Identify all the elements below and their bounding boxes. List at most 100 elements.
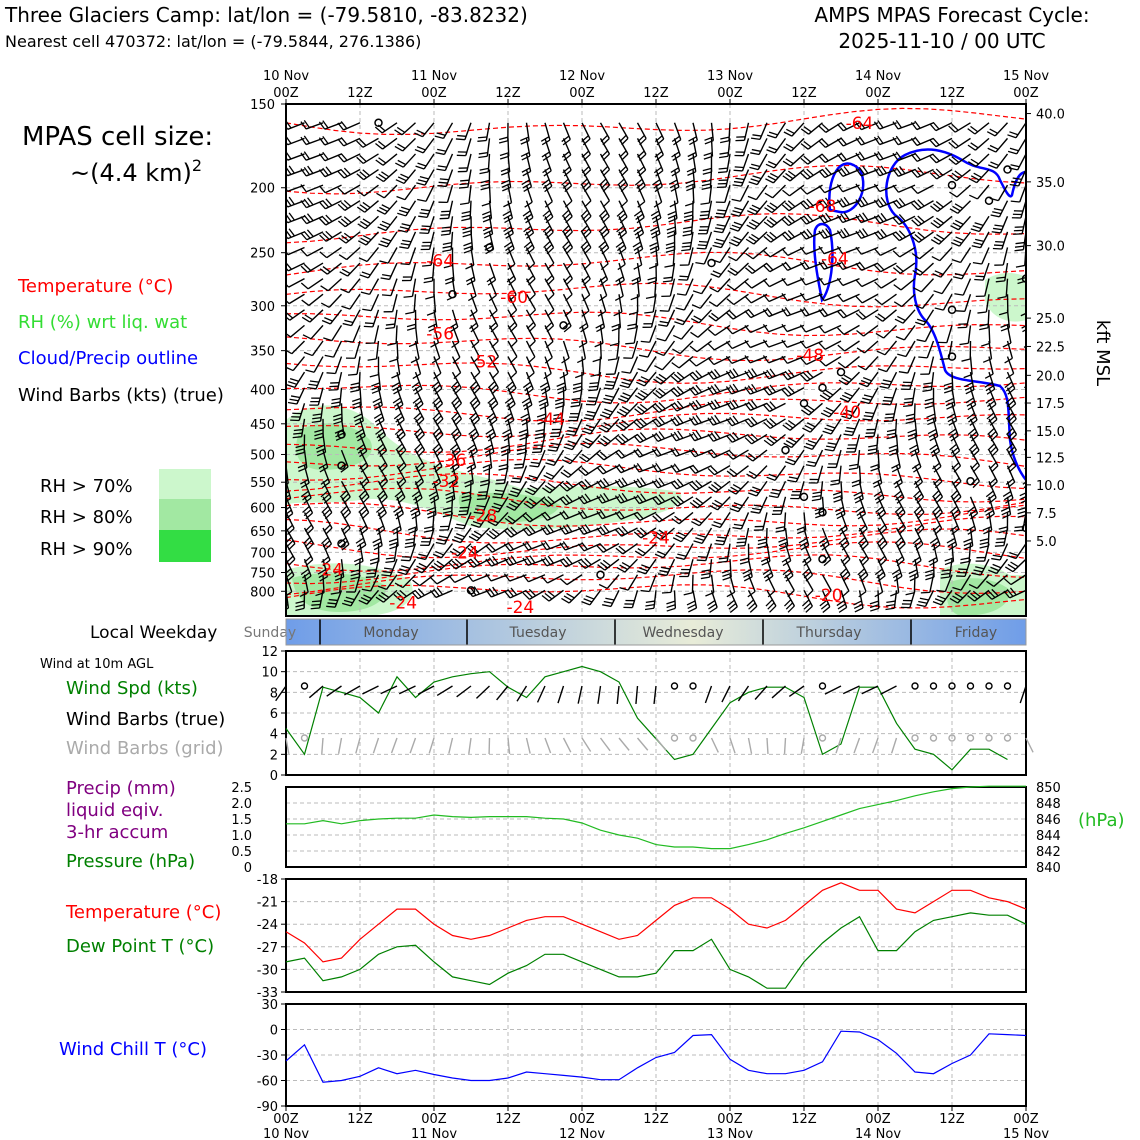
wind-barb-shaft xyxy=(286,200,287,202)
wind-barb-feather xyxy=(485,589,492,598)
wind-barb-feather xyxy=(914,168,922,177)
wind-barb-feather xyxy=(542,487,551,494)
wind-barb-shaft xyxy=(362,153,379,165)
wind-barb-feather xyxy=(895,120,903,129)
wind-barb-feather xyxy=(614,451,622,459)
wind-barb-feather xyxy=(337,203,346,211)
wind-barb-feather xyxy=(314,436,324,440)
wind-barb-feather xyxy=(787,215,796,223)
wind-barb-feather xyxy=(747,492,757,497)
wind-barb-shaft xyxy=(755,184,768,201)
wind-barb-feather xyxy=(303,230,311,239)
wind-barb-feather xyxy=(636,433,644,442)
wind-barb-feather xyxy=(295,448,305,452)
wind-barb-feather xyxy=(820,603,829,610)
wind-barb-feather xyxy=(316,448,326,453)
wind-barb-feather xyxy=(652,179,661,186)
wind-barb-feather xyxy=(784,261,792,270)
wind-barb-feather xyxy=(953,239,962,244)
wind-barb-feather xyxy=(639,527,648,535)
wind-barb-grid xyxy=(853,737,861,754)
wind-barb-feather xyxy=(654,185,663,193)
wind-barb-feather xyxy=(633,479,640,488)
wind-barb-feather xyxy=(417,179,427,183)
wind-barb-feather xyxy=(717,209,727,212)
pressure-tick-label: 750 xyxy=(250,566,275,581)
wind-barb-shaft xyxy=(581,293,590,312)
wind-barb-feather xyxy=(641,564,651,569)
wind-barb-feather xyxy=(448,562,457,570)
wind-barb-shaft xyxy=(405,200,417,217)
wind-barb-feather xyxy=(466,280,476,286)
wind-barb-feather xyxy=(487,396,495,404)
wind-barb-feather xyxy=(578,561,586,569)
wind-barb-feather xyxy=(858,382,868,388)
wind-barb-feather xyxy=(381,294,392,297)
wind-barb-feather xyxy=(264,200,269,207)
wind-barb-feather xyxy=(762,294,770,302)
wind-barb-feather xyxy=(785,440,795,446)
wind-barb-feather xyxy=(394,490,403,498)
wind-barb-feather xyxy=(320,302,330,308)
wind-barb-feather xyxy=(319,251,328,259)
wind-barb-feather xyxy=(562,240,570,249)
wind-barb-shaft xyxy=(286,543,296,560)
wind-barb-feather xyxy=(478,152,488,155)
wind-barb-feather xyxy=(321,319,331,325)
wind-barb-feather xyxy=(752,486,761,491)
wind-barb-feather xyxy=(483,444,493,450)
wind-barb-true xyxy=(771,685,786,699)
wind-barb-feather xyxy=(733,180,743,184)
wind-barb-grid xyxy=(507,737,511,754)
wind-barb-feather xyxy=(725,355,733,364)
wind-barb-shaft xyxy=(905,340,916,357)
wind-barb-feather xyxy=(520,151,530,158)
wind-barb-feather xyxy=(695,430,702,439)
wind-barb-shaft xyxy=(609,387,620,404)
bottom-time-label: 00Z xyxy=(865,1112,891,1127)
wind-barb-shaft xyxy=(581,247,592,264)
wind-barb-feather xyxy=(965,389,975,395)
rh-swatch-70 xyxy=(159,469,211,499)
wind-barb-feather xyxy=(505,381,514,389)
wind-barb-grid xyxy=(525,737,531,754)
wind-barb-feather xyxy=(1013,529,1024,532)
wind-barb-feather xyxy=(718,171,728,174)
wind-barb-shaft xyxy=(724,184,731,203)
wind-barb-feather xyxy=(462,233,472,238)
wind-barb-shaft xyxy=(995,137,1009,153)
wind-barb-feather xyxy=(744,310,752,319)
wind-barb-feather xyxy=(357,223,366,230)
wind-barb-feather xyxy=(952,450,960,458)
wind-barb-feather xyxy=(504,530,512,538)
calm-barb-true xyxy=(689,682,697,690)
wind-barb-feather xyxy=(763,264,771,273)
wind-barb-feather xyxy=(561,209,570,217)
wind-barb-feather xyxy=(744,281,753,289)
wind-barb-feather xyxy=(836,310,844,319)
wind-barb-shaft xyxy=(317,387,324,406)
wind-barb-feather xyxy=(319,268,328,275)
wind-barb-shaft xyxy=(636,278,640,297)
wind-barb-feather xyxy=(830,479,840,483)
wind-barb-feather xyxy=(702,167,712,172)
wind-barb-feather xyxy=(359,154,367,163)
wind-barb-feather xyxy=(378,157,387,164)
wind-barb-feather xyxy=(637,406,645,413)
wind-barb-feather xyxy=(434,387,443,395)
wind-barb-shaft xyxy=(1006,340,1014,359)
wind-barb-feather xyxy=(401,223,411,227)
wind-barb-shaft xyxy=(688,247,694,266)
wind-barb-shaft xyxy=(562,138,572,156)
wind-barb-shaft xyxy=(728,122,731,141)
wind-barb-feather xyxy=(733,221,743,226)
calm-barb-grid xyxy=(1003,734,1012,742)
wind-barb-feather xyxy=(544,498,552,506)
wind-barb-feather xyxy=(650,210,660,217)
wind-barb-shaft xyxy=(844,340,860,352)
wind-barb-feather xyxy=(801,409,810,416)
wind-barb-feather xyxy=(700,576,710,580)
wind-barb-shaft xyxy=(525,340,536,358)
wind-barb-shaft xyxy=(880,262,897,273)
